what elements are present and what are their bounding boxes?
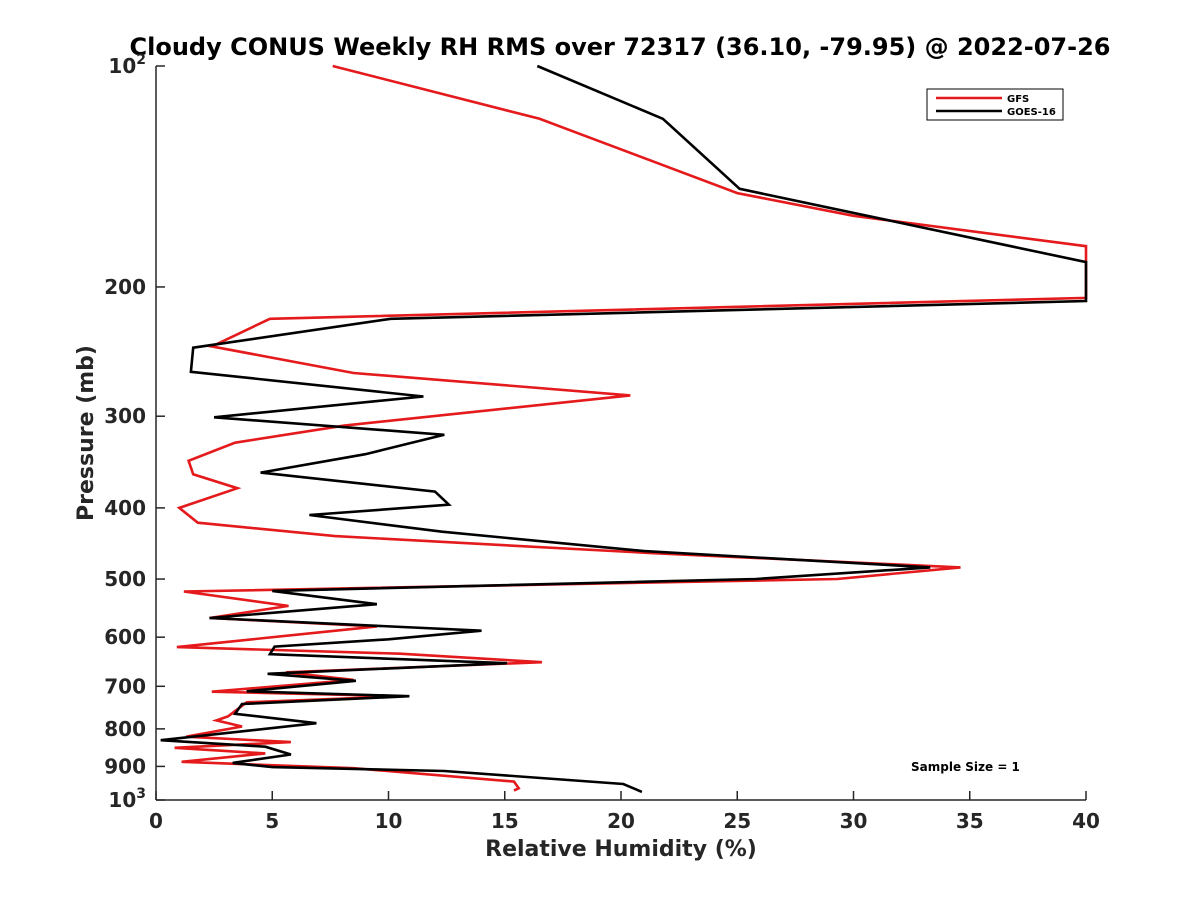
- x-ticks: 0 5 10 15 20 25 30 35 40: [149, 791, 1100, 833]
- y-tick-label: 103: [108, 786, 146, 812]
- x-tick-label: 35: [956, 809, 984, 833]
- legend-label-gfs: GFS: [1007, 94, 1029, 105]
- series-line-gfs: [174, 64, 1088, 792]
- sample-size-annotation: Sample Size = 1: [911, 760, 1020, 774]
- x-tick-label: 0: [149, 809, 163, 833]
- x-tick-label: 10: [375, 809, 403, 833]
- y-tick-label: 500: [104, 567, 146, 591]
- y-tick-label: 700: [104, 674, 146, 698]
- y-tick-label: 200: [104, 275, 146, 299]
- plot-lines: [160, 64, 1088, 794]
- legend-label-goes16: GOES-16: [1007, 107, 1056, 118]
- x-tick-label: 20: [607, 809, 635, 833]
- x-axis-label: Relative Humidity (%): [485, 837, 757, 862]
- x-tick-label: 30: [840, 809, 868, 833]
- x-tick-label: 5: [265, 809, 279, 833]
- x-tick-label: 15: [491, 809, 519, 833]
- y-tick-label: 600: [104, 625, 146, 649]
- chart-title: Cloudy CONUS Weekly RH RMS over 72317 (3…: [130, 33, 1111, 61]
- x-tick-label: 40: [1072, 809, 1100, 833]
- y-tick-label: 300: [104, 404, 146, 428]
- legend: GFS GOES-16: [926, 88, 1064, 121]
- legend-box: [926, 88, 1064, 121]
- series-line-goes16: [160, 64, 1088, 794]
- y-tick-label: 800: [104, 717, 146, 741]
- y-axis-label: Pressure (mb): [74, 345, 99, 521]
- y-tick-label: 102: [108, 52, 146, 78]
- y-tick-label: 400: [104, 496, 146, 520]
- x-tick-label: 25: [723, 809, 751, 833]
- y-tick-label: 900: [104, 754, 146, 778]
- y-ticks: 102 200 300 400 500 600 700 800 900 103: [104, 52, 165, 812]
